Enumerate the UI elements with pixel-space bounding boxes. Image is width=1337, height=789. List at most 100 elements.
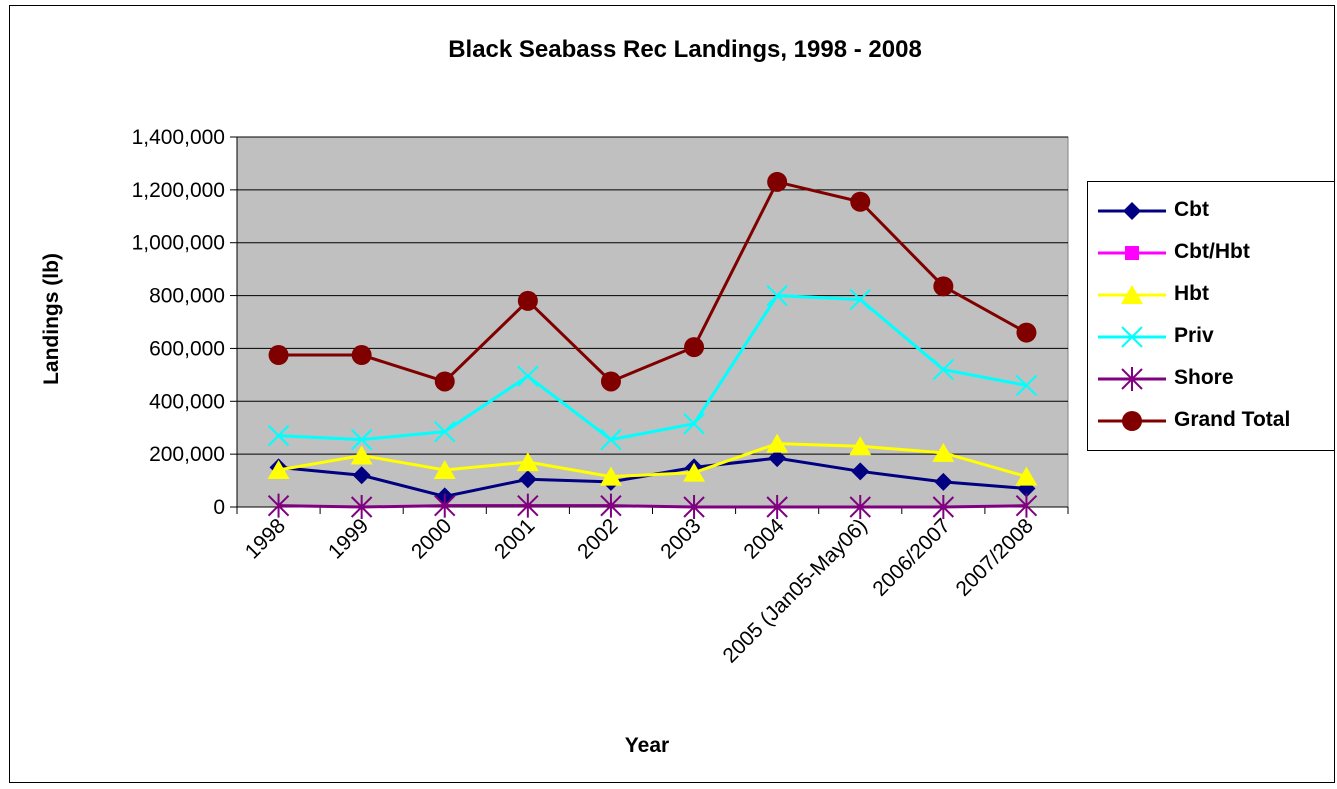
legend: Cbt Cbt/Hbt Hbt Priv Shore Grand Total: [1087, 181, 1335, 451]
legend-label: Cbt/Hbt: [1174, 240, 1250, 263]
y-tick-label: 0: [213, 496, 225, 519]
data-point-hbt: [516, 452, 539, 472]
series-hbt: [267, 433, 1038, 486]
legend-swatch-shore: [1098, 367, 1166, 391]
data-point-grand-total: [434, 371, 455, 392]
data-point-shore: [267, 493, 290, 518]
legend-item-priv: Priv: [1088, 322, 1336, 352]
data-point-shore: [932, 495, 955, 519]
x-tick-label: 2004: [739, 514, 789, 564]
data-point-hbt: [267, 460, 290, 479]
legend-label: Priv: [1174, 324, 1214, 347]
data-point-cbt: [851, 462, 870, 481]
data-point-hbt: [1015, 466, 1038, 486]
data-point-grand-total: [767, 171, 788, 192]
data-point-hbt: [599, 466, 622, 486]
legend-swatch-cbt: [1098, 202, 1166, 220]
legend-item-hbt: Hbt: [1088, 280, 1336, 310]
x-tick-label: 2007/2008: [952, 514, 1038, 600]
x-tick-label: 2000: [407, 514, 456, 563]
data-point-priv: [766, 284, 788, 307]
data-point-shore: [600, 493, 622, 518]
data-point-grand-total: [850, 191, 871, 212]
data-point-shore: [1015, 493, 1038, 518]
data-point-priv: [517, 365, 539, 387]
data-point-shore: [849, 495, 871, 519]
chart-title: Black Seabass Rec Landings, 1998 - 2008: [448, 36, 922, 63]
data-point-hbt: [932, 442, 955, 462]
data-point-grand-total: [351, 345, 372, 366]
data-point-grand-total: [268, 345, 289, 366]
series-shore: [267, 493, 1038, 519]
data-point-hbt: [683, 462, 706, 482]
legend-marker: [1125, 246, 1139, 260]
data-point-priv: [683, 413, 705, 435]
series-line-hbt: [278, 442, 1027, 479]
legend-label: Shore: [1174, 366, 1234, 389]
data-point-shore: [517, 493, 539, 518]
legend-marker: [1123, 202, 1141, 220]
data-point-priv: [1015, 374, 1038, 397]
x-tick-label: 2001: [490, 514, 539, 563]
data-point-priv: [434, 420, 456, 443]
legend-swatch-cbt-hbt: [1098, 246, 1166, 260]
data-point-hbt: [766, 433, 789, 453]
data-point-shore: [766, 495, 788, 519]
x-tick-label: 1998: [241, 514, 290, 563]
legend-swatch-grand-total: [1098, 411, 1166, 431]
data-point-grand-total: [684, 337, 705, 358]
legend-swatch-hbt: [1098, 285, 1166, 304]
y-tick-label: 1,400,000: [132, 126, 225, 149]
y-tick-label: 800,000: [149, 285, 225, 308]
y-tick-label: 1,200,000: [132, 179, 225, 202]
data-point-grand-total: [1016, 322, 1037, 343]
data-point-cbt: [768, 449, 787, 468]
x-tick-label: 2002: [573, 514, 622, 563]
data-point-hbt: [350, 445, 373, 465]
data-point-shore: [683, 495, 705, 519]
legend-marker: [1121, 285, 1143, 304]
legend-label: Hbt: [1174, 282, 1209, 305]
y-tick-label: 1,000,000: [132, 232, 225, 255]
data-point-hbt: [849, 436, 872, 456]
series-line-priv: [278, 294, 1027, 442]
legend-label: Cbt: [1174, 198, 1209, 221]
plot-area: [236, 136, 1069, 508]
data-point-shore: [350, 495, 373, 519]
data-point-priv: [350, 428, 373, 451]
legend-swatch-priv: [1098, 326, 1166, 348]
data-point-priv: [932, 358, 955, 381]
x-tick-label: 2003: [656, 514, 705, 563]
legend-item-grand-total: Grand Total: [1088, 406, 1336, 436]
data-point-priv: [267, 424, 290, 447]
series-priv: [267, 284, 1038, 451]
legend-label: Grand Total: [1174, 408, 1291, 431]
series-grand-total: [268, 171, 1037, 392]
y-tick-label: 200,000: [149, 443, 225, 466]
data-point-priv: [849, 288, 871, 311]
x-tick-label: 2005 (Jan05-May06): [718, 514, 871, 667]
series-line-grand-total: [278, 180, 1028, 384]
data-point-priv: [600, 428, 622, 451]
legend-item-cbt: Cbt: [1088, 196, 1336, 226]
x-axis-label: Year: [624, 734, 670, 757]
data-point-shore: [434, 493, 456, 518]
x-tick-label: 2006/2007: [868, 514, 954, 600]
legend-marker: [1121, 326, 1143, 348]
data-point-grand-total: [600, 371, 621, 392]
data-point-hbt: [433, 460, 456, 479]
data-point-grand-total: [517, 290, 538, 311]
y-tick-label: 400,000: [149, 390, 225, 413]
legend-marker: [1121, 367, 1143, 391]
y-tick-label: 600,000: [149, 337, 225, 360]
data-point-cbt: [934, 472, 953, 491]
legend-item-shore: Shore: [1088, 364, 1336, 394]
data-point-cbt: [352, 466, 371, 485]
data-point-grand-total: [933, 276, 954, 297]
legend-marker: [1122, 411, 1142, 431]
data-point-cbt: [518, 470, 537, 489]
legend-item-cbt-hbt: Cbt/Hbt: [1088, 238, 1336, 268]
series-line-shore: [278, 504, 1027, 509]
x-tick-label: 1999: [324, 514, 373, 563]
